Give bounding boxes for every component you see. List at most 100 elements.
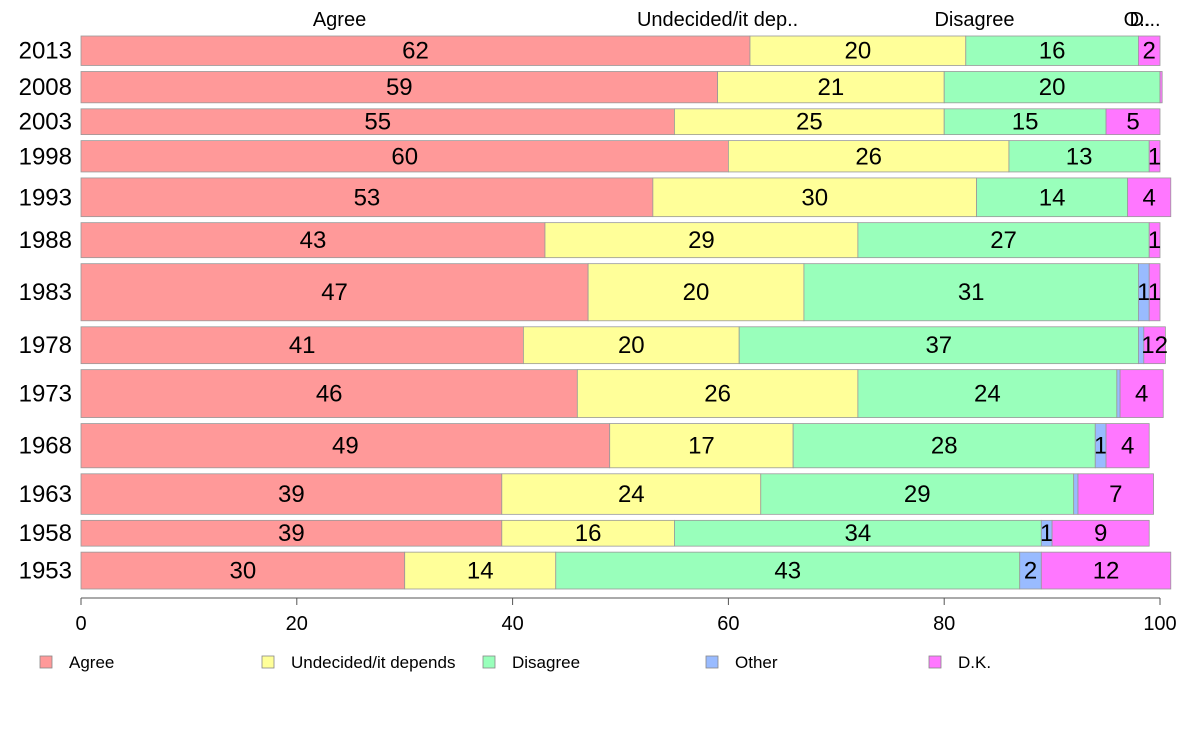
bar-segment: [1105, 423, 1150, 469]
bar-segment: [80, 108, 675, 136]
value-label: 1: [1137, 279, 1150, 306]
value-label: 34: [845, 520, 872, 547]
year-label: 1993: [19, 184, 72, 211]
value-label: 9: [1094, 520, 1107, 547]
value-label: 14: [1039, 184, 1066, 211]
bar-segment: [501, 473, 762, 515]
column-header: Agree: [313, 9, 366, 31]
bar-segment: [792, 423, 1096, 469]
bar-segment: [738, 326, 1139, 365]
bar-segment: [803, 263, 1139, 322]
bar-segment: [857, 222, 1150, 259]
year-label: 2013: [19, 38, 72, 65]
value-label: 20: [845, 38, 872, 65]
year-label: 2008: [19, 74, 72, 101]
value-label: 4: [1143, 184, 1156, 211]
year-label: 1958: [19, 520, 72, 547]
value-label: 60: [391, 143, 418, 170]
bar-segment: [1116, 369, 1121, 418]
legend-swatch: [482, 655, 496, 669]
bar-segment: [749, 35, 967, 66]
x-tick-label: 100: [1143, 613, 1176, 635]
value-label: 41: [289, 332, 316, 359]
bar-segment: [1051, 519, 1150, 547]
column-header: Undecided/it dep..: [637, 9, 798, 31]
year-label: 1998: [19, 143, 72, 170]
value-label: 20: [618, 332, 645, 359]
value-label: 39: [278, 520, 305, 547]
bar-segment: [80, 263, 589, 322]
value-label: 2: [1024, 558, 1037, 585]
year-label: 1973: [19, 381, 72, 408]
bar-segment: [717, 71, 945, 104]
value-label: 30: [229, 558, 256, 585]
value-label: 47: [321, 279, 348, 306]
bar-segment: [674, 108, 945, 136]
year-label: 1983: [19, 279, 72, 306]
value-label: 16: [1039, 38, 1066, 65]
column-header: O..: [1124, 9, 1151, 31]
bar-segment: [760, 473, 1075, 515]
column-header: D...: [1129, 9, 1160, 31]
bar-segment: [80, 177, 654, 218]
bar-segment: [80, 551, 406, 590]
value-label: 53: [354, 184, 381, 211]
value-label: 55: [364, 109, 391, 136]
x-tick-label: 60: [717, 613, 739, 635]
legend-label: Agree: [69, 653, 114, 672]
value-label: 1: [1094, 433, 1107, 460]
bar-segment: [1073, 473, 1079, 515]
value-label: 43: [300, 227, 327, 254]
year-label: 1988: [19, 227, 72, 254]
value-label: 1: [1148, 227, 1161, 254]
bar-segment: [1143, 326, 1166, 365]
legend-label: Undecided/it depends: [291, 653, 455, 672]
bar-segment: [80, 71, 719, 104]
bar-segment: [80, 423, 611, 469]
value-label: 16: [575, 520, 602, 547]
bar-segment: [555, 551, 1021, 590]
bar-segment: [1148, 263, 1161, 322]
x-tick-label: 40: [501, 613, 523, 635]
value-label: 1: [1040, 520, 1053, 547]
year-label: 1968: [19, 433, 72, 460]
legend-label: Other: [735, 653, 778, 672]
bar-segment: [404, 551, 557, 590]
year-label: 1978: [19, 332, 72, 359]
value-label: 39: [278, 481, 305, 508]
bar-segment: [943, 71, 1161, 104]
value-label: 37: [925, 332, 952, 359]
bar-segment: [1077, 473, 1154, 515]
value-label: 17: [688, 433, 715, 460]
value-label: 14: [467, 558, 494, 585]
bar-segment: [943, 108, 1107, 136]
bar-segment: [544, 222, 859, 259]
bar-segment: [609, 423, 794, 469]
year-label: 1963: [19, 481, 72, 508]
value-label: 12: [1093, 558, 1120, 585]
value-label: 49: [332, 433, 359, 460]
legend-swatch: [39, 655, 53, 669]
value-label: 24: [618, 481, 645, 508]
value-label: 24: [974, 381, 1001, 408]
bar-segment: [976, 177, 1129, 218]
bar-segment: [522, 326, 740, 365]
bar-segment: [1148, 140, 1161, 173]
value-label: 62: [402, 38, 429, 65]
value-label: 21: [818, 74, 845, 101]
bar-segment: [1119, 369, 1164, 418]
value-label: 26: [855, 143, 882, 170]
value-label: 20: [1039, 74, 1066, 101]
bar-segment: [1105, 108, 1161, 136]
x-tick-label: 80: [933, 613, 955, 635]
bar-segment: [857, 369, 1118, 418]
value-label: 15: [1012, 109, 1039, 136]
bar-segment: [1127, 177, 1172, 218]
bar-segment: [652, 177, 977, 218]
bar-segment: [80, 326, 524, 365]
value-label: 25: [796, 109, 823, 136]
legend-swatch: [928, 655, 942, 669]
column-header: Disagree: [934, 9, 1014, 31]
bar-segment: [674, 519, 1042, 547]
